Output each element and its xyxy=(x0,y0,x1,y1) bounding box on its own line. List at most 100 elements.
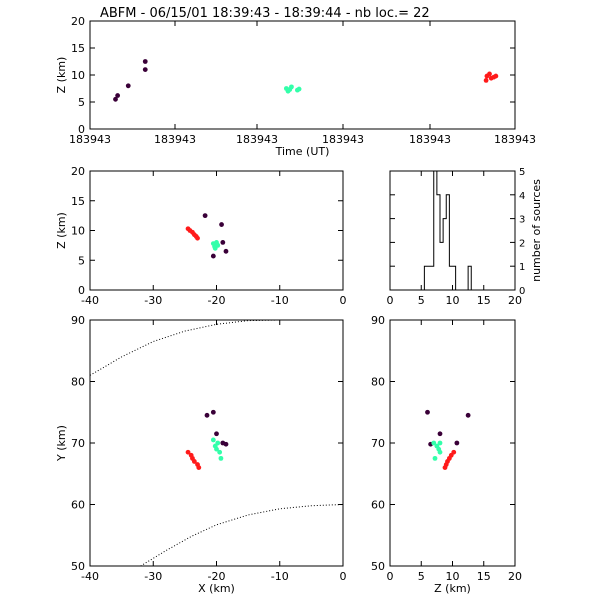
x-y-point-late xyxy=(185,449,191,455)
z-y-ytick-label: 70 xyxy=(371,437,385,450)
z-y-point-early xyxy=(454,440,460,446)
x-y-point-middle xyxy=(218,455,224,461)
time-height-point-late xyxy=(493,73,499,79)
x-y-boundary-line xyxy=(89,319,280,376)
time-height-ytick-label: 0 xyxy=(78,123,85,136)
z-y-xtick-label: 10 xyxy=(446,570,460,583)
z-y-xtick-label: 20 xyxy=(508,570,522,583)
z-y-point-early xyxy=(437,431,443,437)
x-z-ytick-label: 15 xyxy=(71,195,85,208)
x-z-point-early xyxy=(210,253,216,259)
x-y-xtick-label: -30 xyxy=(144,570,162,583)
altitude-histogram-ytick-label: 2 xyxy=(519,238,525,249)
altitude-histogram-xtick-label: 0 xyxy=(387,294,394,307)
altitude-histogram-xtick-label: 5 xyxy=(418,294,425,307)
z-y-xtick-label: 15 xyxy=(477,570,491,583)
x-z-ytick-label: 20 xyxy=(71,165,85,178)
z-y-point-middle xyxy=(432,455,438,461)
x-y-xtick-label: 0 xyxy=(340,570,347,583)
time-height-point-late xyxy=(483,78,489,83)
x-y-point-early xyxy=(204,412,210,418)
x-y-point-middle xyxy=(217,449,223,455)
x-y-xlabel: X (km) xyxy=(198,582,235,595)
time-height-ytick-label: 5 xyxy=(78,96,85,109)
z-y-ytick-label: 90 xyxy=(371,314,385,327)
x-y-point-early xyxy=(210,409,216,415)
time-height-point-late xyxy=(487,71,492,77)
figure-title: ABFM - 06/15/01 18:39:43 - 18:39:44 - nb… xyxy=(100,6,430,21)
time-height-xtick-label: 183943 xyxy=(322,133,364,146)
time-height-point-early xyxy=(142,59,148,64)
time-height-ytick-label: 10 xyxy=(71,69,85,82)
x-y-ytick-label: 90 xyxy=(71,314,85,327)
time-height-xtick-label: 183943 xyxy=(154,133,196,146)
time-height-point-middle xyxy=(289,84,294,90)
altitude-histogram-ytick-label: 0 xyxy=(519,286,525,297)
time-height-frame xyxy=(89,20,516,130)
altitude-histogram-frame xyxy=(389,170,516,291)
z-y-xtick-label: 5 xyxy=(418,570,425,583)
x-y-boundary-line xyxy=(140,504,344,567)
time-height-xtick-label: 183943 xyxy=(409,133,451,146)
time-height-point-early xyxy=(125,83,131,89)
x-z-xtick-label: -10 xyxy=(271,294,289,307)
x-y-point-late xyxy=(196,465,202,470)
x-z-xtick-label: 0 xyxy=(340,294,347,307)
altitude-histogram-ylabel: number of sources xyxy=(530,179,543,282)
z-y-xtick-label: 0 xyxy=(387,570,394,583)
altitude-histogram-ytick-label: 3 xyxy=(519,215,525,226)
time-height-ytick-label: 15 xyxy=(71,42,85,55)
x-y-ylabel: Y (km) xyxy=(55,425,68,462)
time-height-point-early xyxy=(115,93,121,98)
z-y-xlabel: Z (km) xyxy=(434,582,471,595)
x-y-xtick-label: -10 xyxy=(271,570,289,583)
x-z-xtick-label: -40 xyxy=(81,294,99,307)
x-y-xtick-label: -20 xyxy=(208,570,226,583)
x-z-point-early xyxy=(219,222,224,227)
altitude-histogram-ytick-label: 4 xyxy=(519,191,525,202)
x-z-xtick-label: -20 xyxy=(208,294,226,307)
z-y-frame xyxy=(389,319,516,567)
z-y-point-late xyxy=(442,465,448,470)
x-z-ytick-label: 5 xyxy=(78,254,85,267)
z-y-point-early xyxy=(465,412,471,418)
x-z-point-early xyxy=(202,213,208,219)
x-y-xtick-label: -40 xyxy=(81,570,99,583)
x-z-ytick-label: 0 xyxy=(78,284,85,297)
x-z-point-late xyxy=(195,235,200,241)
x-z-point-early xyxy=(220,240,226,245)
x-z-panel: -40 -30 -20 -10 0 0 5 10 15 20 Z (km) xyxy=(55,165,347,307)
time-height-xtick-label: 183943 xyxy=(494,133,536,146)
x-z-ylabel: Z (km) xyxy=(55,212,68,249)
time-height-ylabel: Z (km) xyxy=(55,57,68,94)
x-z-point-early xyxy=(223,248,229,254)
x-z-point-middle xyxy=(214,240,219,245)
time-height-point-early xyxy=(142,67,148,72)
time-height-point-early xyxy=(113,96,118,102)
x-y-point-middle xyxy=(215,440,221,446)
z-y-point-early xyxy=(425,409,430,415)
x-z-ytick-label: 10 xyxy=(71,225,85,238)
x-y-ytick-label: 50 xyxy=(71,560,85,573)
z-y-point-middle xyxy=(437,440,443,446)
altitude-histogram-bars xyxy=(390,170,515,291)
x-y-panel: -40 -30 -20 -10 0 50 60 70 80 90 X (km) Y (km) xyxy=(55,314,347,595)
x-y-point-middle xyxy=(210,437,216,443)
x-y-ytick-label: 70 xyxy=(71,437,85,450)
z-y-ytick-label: 60 xyxy=(371,499,385,512)
z-y-point-middle xyxy=(431,440,437,446)
altitude-histogram-xtick-label: 10 xyxy=(446,294,460,307)
x-y-point-late xyxy=(191,459,197,464)
altitude-histogram-ytick-label: 1 xyxy=(519,262,525,273)
time-height-point-middle xyxy=(296,86,302,92)
altitude-histogram-ytick-label: 5 xyxy=(519,167,525,178)
z-y-ytick-label: 50 xyxy=(371,560,385,573)
time-height-ytick-label: 20 xyxy=(71,15,85,28)
x-y-ytick-label: 60 xyxy=(71,499,85,512)
x-y-ytick-label: 80 xyxy=(71,376,85,389)
time-height-panel: 0 5 10 15 20 183943 183943 183943 183943 183943 18… xyxy=(55,15,536,158)
time-height-xtick-label: 183943 xyxy=(236,133,278,146)
x-y-point-early xyxy=(223,441,229,447)
